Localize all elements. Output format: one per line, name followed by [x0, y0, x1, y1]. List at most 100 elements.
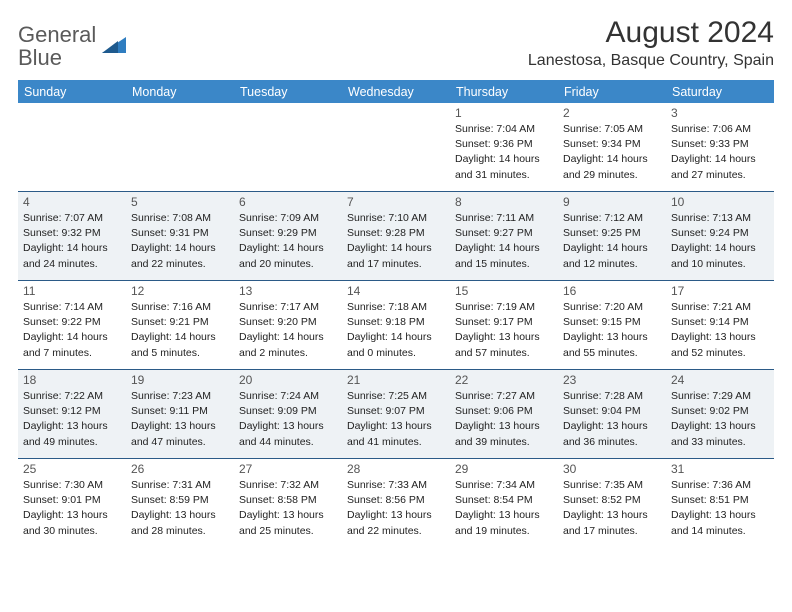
page: General Blue August 2024 Lanestosa, Basq…	[0, 0, 792, 547]
day-info: Sunrise: 7:13 AMSunset: 9:24 PMDaylight:…	[671, 211, 769, 272]
daylight: Daylight: 14 hours and 10 minutes.	[671, 242, 756, 269]
day-number: 17	[671, 284, 769, 298]
sunset: Sunset: 9:20 PM	[239, 316, 317, 328]
sunset: Sunset: 9:17 PM	[455, 316, 533, 328]
day-number: 24	[671, 373, 769, 387]
daylight: Daylight: 13 hours and 52 minutes.	[671, 331, 756, 358]
day-header: Wednesday	[342, 80, 450, 103]
day-number: 10	[671, 195, 769, 209]
sunset: Sunset: 9:15 PM	[563, 316, 641, 328]
calendar: Sunday Monday Tuesday Wednesday Thursday…	[18, 80, 774, 547]
sunset: Sunset: 8:56 PM	[347, 494, 425, 506]
daylight: Daylight: 13 hours and 55 minutes.	[563, 331, 648, 358]
week-row: 25Sunrise: 7:30 AMSunset: 9:01 PMDayligh…	[18, 458, 774, 547]
day-number: 25	[23, 462, 121, 476]
week-row: 11Sunrise: 7:14 AMSunset: 9:22 PMDayligh…	[18, 280, 774, 369]
day-cell: 25Sunrise: 7:30 AMSunset: 9:01 PMDayligh…	[18, 459, 126, 547]
day-number: 20	[239, 373, 337, 387]
day-info: Sunrise: 7:36 AMSunset: 8:51 PMDaylight:…	[671, 478, 769, 539]
header: General Blue August 2024 Lanestosa, Basq…	[18, 16, 774, 70]
day-header: Sunday	[18, 80, 126, 103]
day-number: 26	[131, 462, 229, 476]
day-number: 28	[347, 462, 445, 476]
day-number: 15	[455, 284, 553, 298]
day-info: Sunrise: 7:21 AMSunset: 9:14 PMDaylight:…	[671, 300, 769, 361]
day-cell: 11Sunrise: 7:14 AMSunset: 9:22 PMDayligh…	[18, 281, 126, 369]
day-number: 19	[131, 373, 229, 387]
day-number: 9	[563, 195, 661, 209]
sunset: Sunset: 8:51 PM	[671, 494, 749, 506]
sunset: Sunset: 8:54 PM	[455, 494, 533, 506]
day-cell: 19Sunrise: 7:23 AMSunset: 9:11 PMDayligh…	[126, 370, 234, 458]
week-row: 18Sunrise: 7:22 AMSunset: 9:12 PMDayligh…	[18, 369, 774, 458]
day-header: Friday	[558, 80, 666, 103]
day-number: 6	[239, 195, 337, 209]
week-row: 4Sunrise: 7:07 AMSunset: 9:32 PMDaylight…	[18, 191, 774, 280]
day-cell	[126, 103, 234, 191]
day-cell: 14 Sunrise: 7:18 AMSunset: 9:18 PMDayligh…	[342, 281, 450, 369]
sunset: Sunset: 9:34 PM	[563, 138, 641, 150]
sunrise: Sunrise: 7:33 AM	[347, 479, 427, 491]
day-cell: 27Sunrise: 7:32 AMSunset: 8:58 PMDayligh…	[234, 459, 342, 547]
sunset: Sunset: 9:33 PM	[671, 138, 749, 150]
sunset: Sunset: 8:52 PM	[563, 494, 641, 506]
daylight: Daylight: 14 hours and 27 minutes.	[671, 153, 756, 180]
day-cell: 4Sunrise: 7:07 AMSunset: 9:32 PMDaylight…	[18, 192, 126, 280]
day-cell: 13Sunrise: 7:17 AMSunset: 9:20 PMDayligh…	[234, 281, 342, 369]
daylight: Daylight: 13 hours and 22 minutes.	[347, 509, 432, 536]
daylight: Daylight: 14 hours and 20 minutes.	[239, 242, 324, 269]
day-cell: 23Sunrise: 7:28 AMSunset: 9:04 PMDayligh…	[558, 370, 666, 458]
sunrise: Sunrise: 7:12 AM	[563, 212, 643, 224]
day-info: Sunrise: 7:06 AMSunset: 9:33 PMDaylight:…	[671, 122, 769, 183]
day-number: 31	[671, 462, 769, 476]
sunrise: Sunrise: 7:04 AM	[455, 123, 535, 135]
day-cell: 7Sunrise: 7:10 AMSunset: 9:28 PMDaylight…	[342, 192, 450, 280]
sunset: Sunset: 9:25 PM	[563, 227, 641, 239]
day-number: 11	[23, 284, 121, 298]
day-info: Sunrise: 7:18 AMSunset: 9:18 PMDaylight:…	[347, 300, 445, 361]
day-info: Sunrise: 7:27 AMSunset: 9:06 PMDaylight:…	[455, 389, 553, 450]
day-number: 12	[131, 284, 229, 298]
day-number: 5	[131, 195, 229, 209]
sunrise: Sunrise: 7:14 AM	[23, 301, 103, 313]
sunset: Sunset: 9:12 PM	[23, 405, 101, 417]
sunset: Sunset: 9:32 PM	[23, 227, 101, 239]
day-cell: 15 Sunrise: 7:19 AM Sunset: 9:17 PM Dayligh…	[450, 281, 558, 369]
day-header: Monday	[126, 80, 234, 103]
daylight: Daylight: 13 hours and 41 minutes.	[347, 420, 432, 447]
daylight: Daylight: 13 hours and 30 minutes.	[23, 509, 108, 536]
day-info: Sunrise: 7:20 AMSunset: 9:15 PMDaylight:…	[563, 300, 661, 361]
daylight: Daylight: 14 hours and 7 minutes.	[23, 331, 108, 358]
day-number: 14	[347, 284, 445, 298]
day-cell: 31 Sunrise: 7:36 AMSunset: 8:51 PMDayligh…	[666, 459, 774, 547]
daylight: Daylight: 13 hours and 44 minutes.	[239, 420, 324, 447]
sunrise: Sunrise: 7:19 AM	[455, 301, 535, 313]
day-cell	[342, 103, 450, 191]
daylight: Daylight: 14 hours and 0 minutes.	[347, 331, 432, 358]
week-row: 1Sunrise: 7:04 AMSunset: 9:36 PMDaylight…	[18, 103, 774, 191]
day-number: 2	[563, 106, 661, 120]
sunrise: Sunrise: 7:30 AM	[23, 479, 103, 491]
title-block: August 2024 Lanestosa, Basque Country, S…	[528, 16, 774, 70]
day-cell: 29Sunrise: 7:34 AMSunset: 8:54 PMDayligh…	[450, 459, 558, 547]
daylight: Daylight: 13 hours and 14 minutes.	[671, 509, 756, 536]
sunset: Sunset: 9:36 PM	[455, 138, 533, 150]
daylight: Daylight: 14 hours and 15 minutes.	[455, 242, 540, 269]
daylight: Daylight: 13 hours and 57 minutes.	[455, 331, 540, 358]
day-cell	[18, 103, 126, 191]
sunset: Sunset: 9:21 PM	[131, 316, 209, 328]
sunset: Sunset: 9:04 PM	[563, 405, 641, 417]
day-info: Sunrise: 7:17 AMSunset: 9:20 PMDaylight:…	[239, 300, 337, 361]
day-number: 4	[23, 195, 121, 209]
day-number: 23	[563, 373, 661, 387]
day-header: Thursday	[450, 80, 558, 103]
day-info: Sunrise: 7:12 AMSunset: 9:25 PMDaylight:…	[563, 211, 661, 272]
sunrise: Sunrise: 7:09 AM	[239, 212, 319, 224]
day-header: Saturday	[666, 80, 774, 103]
sunrise: Sunrise: 7:27 AM	[455, 390, 535, 402]
daylight: Daylight: 14 hours and 2 minutes.	[239, 331, 324, 358]
day-cell: 24Sunrise: 7:29 AMSunset: 9:02 PMDayligh…	[666, 370, 774, 458]
daylight: Daylight: 13 hours and 47 minutes.	[131, 420, 216, 447]
daylight: Daylight: 14 hours and 5 minutes.	[131, 331, 216, 358]
day-info: Sunrise: 7:11 AMSunset: 9:27 PMDaylight:…	[455, 211, 553, 272]
